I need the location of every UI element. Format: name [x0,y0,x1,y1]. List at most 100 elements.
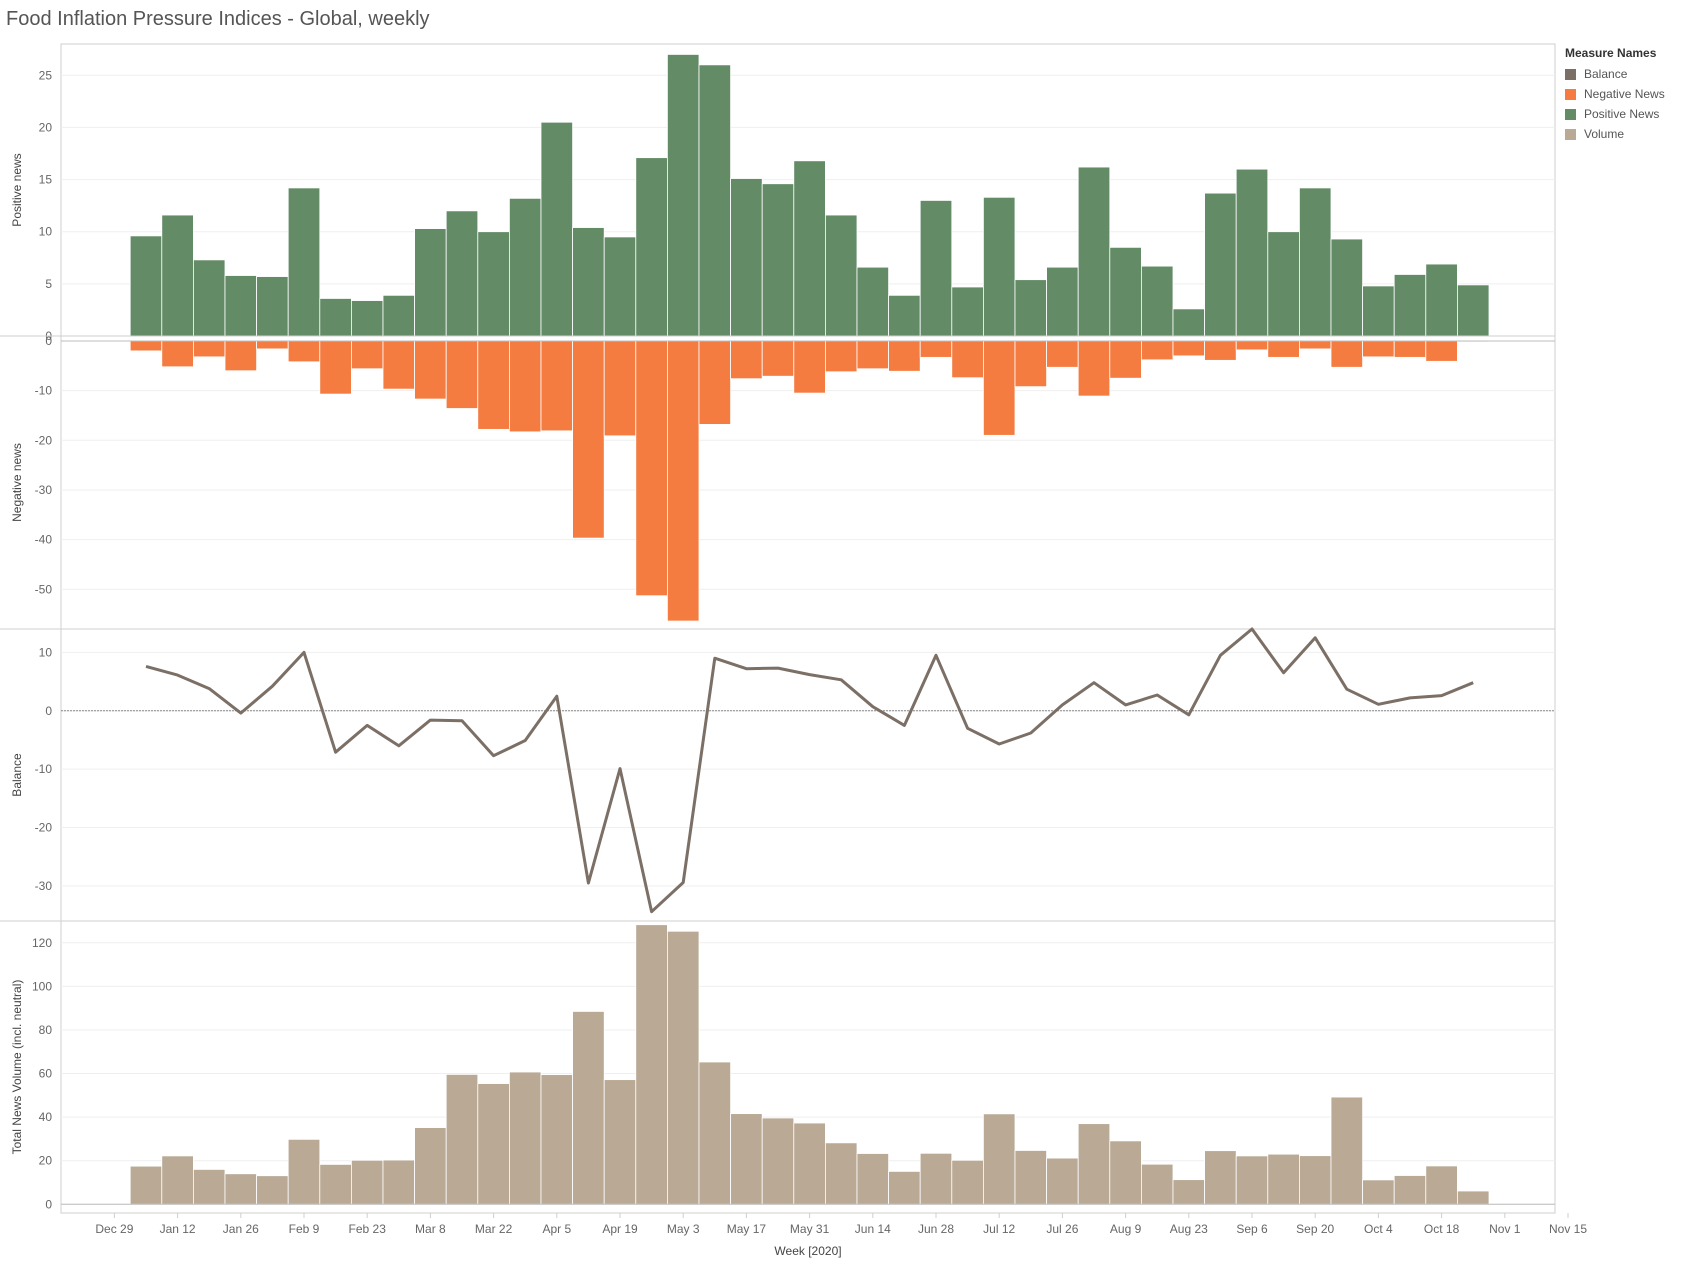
positive-news-bar [350,300,384,337]
x-tick-label: Mar 8 [415,1222,446,1236]
positive-news-bar [540,121,574,337]
x-tick-label: Jul 26 [1046,1222,1078,1236]
negative-news-bar [414,340,447,400]
negative-news-bar [667,340,700,622]
negative-news-bar [445,340,479,409]
volume-bar [319,1164,352,1205]
positive-news-bar [635,157,668,337]
legend-item-balance[interactable]: Balance [1565,64,1665,84]
y-axis-title: Balance [10,753,24,797]
negative-news-bar [224,340,258,372]
negative-news-bar [698,340,732,425]
volume-bar [698,1061,732,1205]
negative-news-bar [1393,340,1427,358]
x-tick-label: Dec 29 [95,1222,133,1236]
y-axis-title: Total News Volume (incl. neutral) [10,980,24,1155]
negative-news-bar [1014,340,1048,388]
negative-news-bar [256,340,289,350]
y-axis-title: Negative news [10,443,24,522]
volume-bar [161,1155,194,1205]
negative-news-bar [635,340,668,597]
volume-bar [983,1113,1016,1205]
y-tick-label: 20 [39,1154,53,1168]
positive-news-bar [951,286,984,337]
y-tick-label: -20 [35,821,53,835]
legend-item-positive-news[interactable]: Positive News [1565,104,1665,124]
volume-bar [287,1138,321,1205]
negative-news-bar [287,340,321,363]
negative-news-bar [1046,340,1079,368]
volume-bar [1235,1155,1269,1205]
positive-news-bar [256,276,289,337]
positive-news-bar [1330,238,1364,337]
volume-bar [1141,1163,1174,1205]
balance-line [145,627,1474,914]
y-tick-label: 0 [45,1197,52,1211]
positive-news-bar [919,200,953,337]
legend-label-volume: Volume [1584,127,1625,141]
volume-bar [1330,1096,1364,1205]
volume-bar [1046,1157,1079,1205]
legend-swatch-positive-news [1565,108,1576,120]
negative-news-bar [1109,340,1142,379]
legend-title: Measure Names [1565,46,1657,60]
positive-news-bar [761,183,795,337]
volume-bar [1267,1153,1300,1205]
volume-bar [540,1074,574,1205]
y-tick-label: 5 [45,277,52,291]
negative-news-bar [761,340,795,377]
legend-item-negative-news[interactable]: Negative News [1565,84,1665,104]
legend-swatch-balance [1565,68,1576,80]
negative-news-bar [129,340,163,352]
legend-item-volume[interactable]: Volume [1565,124,1665,144]
positive-news-bar [698,64,732,337]
x-tick-label: May 31 [790,1222,830,1236]
positive-news-bar [287,187,321,337]
volume-bar [825,1142,858,1205]
negative-news-bar [951,340,984,379]
positive-news-bar [888,294,921,337]
x-axis-title: Week [2020] [774,1244,841,1258]
volume-bar [1109,1140,1142,1205]
positive-news-bar [1141,265,1174,337]
y-tick-label: -20 [35,433,53,447]
negative-news-bar [1267,340,1300,358]
legend-swatch-negative-news [1565,88,1576,100]
positive-news-bar [1077,166,1111,337]
negative-news-bar [793,340,826,394]
page-title: Food Inflation Pressure Indices - Global… [6,8,430,30]
negative-news-bar [1204,340,1237,361]
y-axis-title: Positive news [10,153,24,226]
positive-news-bar [1457,284,1490,337]
x-tick-label: Jan 26 [223,1222,259,1236]
volume-bar [856,1153,890,1205]
volume-bar [919,1152,953,1205]
volume-bar [1204,1150,1237,1205]
positive-news-bar [161,214,194,337]
volume-bar [951,1159,984,1205]
x-tick-label: Jan 12 [160,1222,196,1236]
x-tick-label: Jul 12 [983,1222,1015,1236]
positive-news-bar [983,196,1016,337]
volume-bar [1299,1155,1332,1205]
x-tick-label: Jun 28 [918,1222,954,1236]
volume-bar [1077,1123,1111,1205]
volume-bar [129,1165,163,1205]
volume-bar [667,930,700,1205]
y-tick-label: -10 [35,384,53,398]
positive-news-bar [667,54,700,337]
y-tick-label: 80 [39,1023,53,1037]
y-tick-label: -30 [35,879,53,893]
volume-bar [224,1173,258,1205]
x-tick-label: May 3 [667,1222,700,1236]
volume-bar [192,1169,226,1205]
y-tick-label: 10 [39,225,53,239]
x-tick-label: Apr 19 [602,1222,638,1236]
negative-news-bar [856,340,890,370]
positive-news-bar [1172,308,1206,337]
legend-swatch-volume [1565,128,1576,140]
positive-news-bar [825,214,858,337]
negative-news-bar [1235,340,1269,351]
positive-news-bar [192,259,226,337]
y-tick-label: 100 [32,979,52,993]
